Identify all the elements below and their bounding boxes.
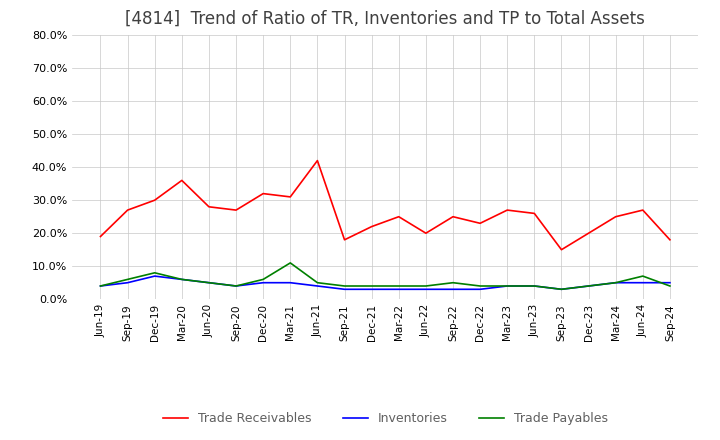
Trade Payables: [204, 280, 213, 286]
Trade Receivables: [584, 231, 593, 236]
Trade Receivables: [503, 207, 511, 213]
Trade Receivables: [313, 158, 322, 163]
Trade Receivables: [639, 207, 647, 213]
Inventories: [123, 280, 132, 286]
Inventories: [259, 280, 268, 286]
Trade Payables: [123, 277, 132, 282]
Trade Receivables: [286, 194, 294, 200]
Inventories: [96, 283, 105, 289]
Trade Payables: [341, 283, 349, 289]
Inventories: [178, 277, 186, 282]
Trade Payables: [395, 283, 403, 289]
Trade Receivables: [96, 234, 105, 239]
Inventories: [476, 287, 485, 292]
Trade Payables: [150, 270, 159, 275]
Trade Payables: [313, 280, 322, 286]
Trade Receivables: [367, 224, 376, 229]
Trade Receivables: [123, 207, 132, 213]
Trade Receivables: [557, 247, 566, 253]
Trade Payables: [503, 283, 511, 289]
Trade Payables: [449, 280, 457, 286]
Inventories: [204, 280, 213, 286]
Trade Payables: [286, 260, 294, 266]
Inventories: [557, 287, 566, 292]
Inventories: [503, 283, 511, 289]
Trade Payables: [96, 283, 105, 289]
Trade Payables: [557, 287, 566, 292]
Trade Receivables: [178, 178, 186, 183]
Trade Payables: [232, 283, 240, 289]
Trade Receivables: [341, 237, 349, 242]
Trade Receivables: [259, 191, 268, 196]
Inventories: [530, 283, 539, 289]
Trade Payables: [530, 283, 539, 289]
Trade Payables: [476, 283, 485, 289]
Trade Payables: [665, 283, 674, 289]
Inventories: [150, 274, 159, 279]
Line: Inventories: Inventories: [101, 276, 670, 290]
Title: [4814]  Trend of Ratio of TR, Inventories and TP to Total Assets: [4814] Trend of Ratio of TR, Inventories…: [125, 10, 645, 28]
Trade Receivables: [665, 237, 674, 242]
Inventories: [286, 280, 294, 286]
Trade Payables: [367, 283, 376, 289]
Trade Receivables: [150, 198, 159, 203]
Trade Payables: [259, 277, 268, 282]
Inventories: [341, 287, 349, 292]
Trade Payables: [584, 283, 593, 289]
Trade Receivables: [449, 214, 457, 220]
Line: Trade Receivables: Trade Receivables: [101, 161, 670, 250]
Inventories: [232, 283, 240, 289]
Trade Receivables: [421, 231, 430, 236]
Trade Payables: [178, 277, 186, 282]
Inventories: [639, 280, 647, 286]
Legend: Trade Receivables, Inventories, Trade Payables: Trade Receivables, Inventories, Trade Pa…: [158, 407, 613, 430]
Trade Receivables: [530, 211, 539, 216]
Inventories: [313, 283, 322, 289]
Trade Receivables: [611, 214, 620, 220]
Trade Receivables: [232, 207, 240, 213]
Line: Trade Payables: Trade Payables: [101, 263, 670, 290]
Inventories: [367, 287, 376, 292]
Trade Payables: [421, 283, 430, 289]
Trade Payables: [639, 274, 647, 279]
Trade Receivables: [204, 204, 213, 209]
Inventories: [584, 283, 593, 289]
Trade Receivables: [395, 214, 403, 220]
Inventories: [421, 287, 430, 292]
Inventories: [611, 280, 620, 286]
Inventories: [665, 280, 674, 286]
Trade Receivables: [476, 221, 485, 226]
Inventories: [449, 287, 457, 292]
Inventories: [395, 287, 403, 292]
Trade Payables: [611, 280, 620, 286]
